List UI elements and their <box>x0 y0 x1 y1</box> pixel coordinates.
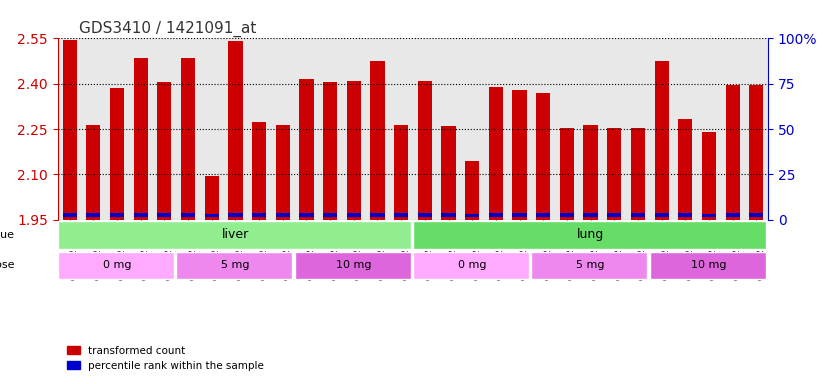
Bar <box>702 214 716 217</box>
Bar <box>370 61 385 220</box>
FancyBboxPatch shape <box>531 252 648 279</box>
Bar <box>63 40 77 220</box>
Bar <box>276 124 290 220</box>
Bar <box>654 61 669 220</box>
Bar <box>323 213 337 217</box>
Text: 0 mg: 0 mg <box>102 260 131 270</box>
Bar <box>110 213 124 217</box>
Bar <box>441 214 456 217</box>
Bar <box>299 79 314 220</box>
Text: 0 mg: 0 mg <box>458 260 487 270</box>
Bar <box>465 214 479 217</box>
FancyBboxPatch shape <box>413 252 529 279</box>
Bar <box>205 214 219 217</box>
Bar <box>252 122 266 220</box>
Text: tissue: tissue <box>0 230 15 240</box>
Text: GDS3410 / 1421091_at: GDS3410 / 1421091_at <box>79 21 257 37</box>
Bar <box>181 213 195 217</box>
Bar <box>725 213 740 217</box>
Text: 10 mg: 10 mg <box>691 260 727 270</box>
Text: lung: lung <box>577 228 604 242</box>
Bar <box>228 41 243 220</box>
Bar <box>134 213 148 217</box>
Bar <box>678 213 692 217</box>
Bar <box>86 214 101 217</box>
Bar <box>631 127 645 220</box>
Bar <box>489 213 503 217</box>
Bar <box>394 124 408 220</box>
Bar <box>157 213 172 217</box>
Bar <box>725 85 740 220</box>
Bar <box>536 213 550 217</box>
FancyBboxPatch shape <box>176 252 292 279</box>
Bar <box>749 213 763 217</box>
Text: liver: liver <box>222 228 249 242</box>
Bar <box>394 214 408 217</box>
Bar <box>631 214 645 217</box>
Bar <box>252 214 266 217</box>
Bar <box>607 214 621 217</box>
Bar <box>299 213 314 217</box>
Text: 5 mg: 5 mg <box>577 260 605 270</box>
Text: 10 mg: 10 mg <box>336 260 372 270</box>
Text: 5 mg: 5 mg <box>221 260 249 270</box>
Bar <box>370 213 385 217</box>
Bar <box>205 176 219 220</box>
Bar <box>63 213 77 217</box>
Bar <box>489 87 503 220</box>
Bar <box>418 81 432 220</box>
FancyBboxPatch shape <box>413 221 766 248</box>
Bar <box>110 88 124 220</box>
Bar <box>654 213 669 217</box>
Bar <box>702 132 716 220</box>
Bar <box>441 126 456 220</box>
Bar <box>157 82 172 220</box>
FancyBboxPatch shape <box>295 252 411 279</box>
FancyBboxPatch shape <box>58 221 411 248</box>
Bar <box>512 90 527 220</box>
Bar <box>86 124 101 220</box>
Bar <box>560 213 574 217</box>
Bar <box>181 58 195 220</box>
Bar <box>465 161 479 220</box>
Text: dose: dose <box>0 260 15 270</box>
Bar <box>560 127 574 220</box>
Bar <box>583 213 598 217</box>
Bar <box>678 119 692 220</box>
FancyBboxPatch shape <box>650 252 766 279</box>
Bar <box>134 58 148 220</box>
Bar <box>323 82 337 220</box>
Bar <box>347 213 361 217</box>
Bar <box>607 127 621 220</box>
Bar <box>749 85 763 220</box>
Bar <box>228 213 243 217</box>
Bar <box>418 213 432 217</box>
Bar <box>276 214 290 217</box>
Bar <box>512 213 527 217</box>
FancyBboxPatch shape <box>58 252 173 279</box>
Bar <box>347 81 361 220</box>
Bar <box>583 124 598 220</box>
Bar <box>536 93 550 220</box>
Legend: transformed count, percentile rank within the sample: transformed count, percentile rank withi… <box>63 341 268 375</box>
